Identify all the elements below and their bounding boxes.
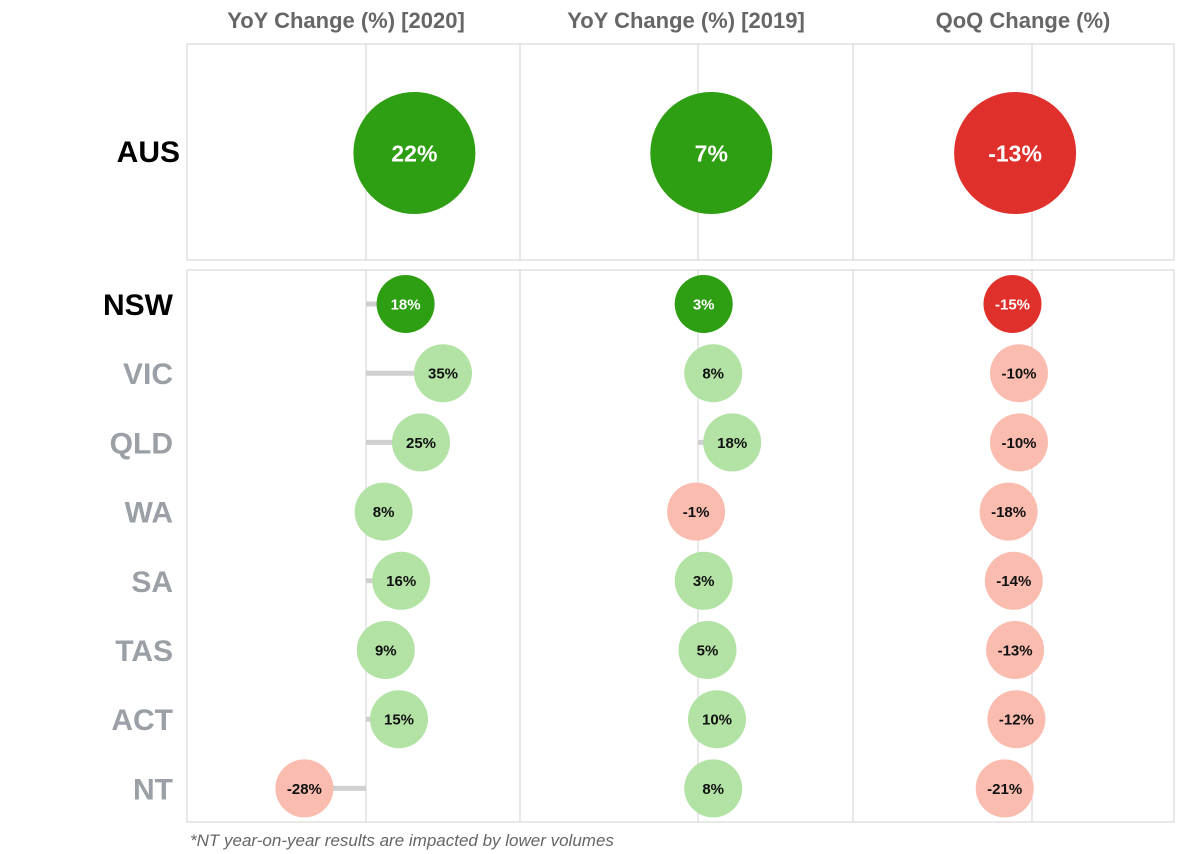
value-bubble	[990, 413, 1048, 472]
value-bubble	[353, 92, 476, 214]
bubbles: 22% 7% -13% 18% 3% -15% 35% 8% -10% 25% 18% -10% 8% -…	[275, 92, 1077, 818]
value-bubble	[392, 413, 450, 472]
column-title-qoq: QoQ Change (%)	[936, 8, 1111, 33]
row-label-region: QLD	[110, 427, 173, 460]
bubble-value-label: 9%	[375, 642, 397, 659]
bubble-value-label: -15%	[995, 296, 1030, 313]
value-bubble	[684, 759, 743, 818]
bubble-value-label: -21%	[987, 781, 1022, 798]
bubble-value-label: 8%	[373, 504, 395, 521]
bubble-value-label: -12%	[999, 712, 1034, 729]
bubble-value-label: 22%	[391, 140, 437, 166]
value-bubble	[372, 551, 431, 610]
value-bubble	[650, 92, 773, 214]
value-bubble	[684, 344, 743, 403]
row-labels: AUS NSW VIC QLD WA SA TAS ACT NT	[103, 136, 180, 806]
lollipop-stems	[304, 150, 1032, 791]
value-bubble	[678, 621, 737, 679]
bubble-value-label: 25%	[406, 435, 436, 452]
bubble-value-label: -1%	[683, 504, 710, 521]
bubble-value-label: 16%	[386, 573, 416, 590]
value-bubble	[975, 759, 1034, 818]
bubble-value-label: 18%	[391, 296, 421, 313]
row-label-region: VIC	[123, 358, 173, 391]
bubble-value-label: 35%	[428, 366, 458, 383]
bubble-value-label: 8%	[702, 781, 724, 798]
value-bubble	[667, 482, 726, 541]
row-label-total: AUS	[117, 136, 180, 169]
bubble-value-label: 10%	[702, 712, 732, 729]
row-label-region: ACT	[111, 704, 173, 737]
footnote: *NT year-on-year results are impacted by…	[190, 831, 614, 850]
row-label-region: NSW	[103, 289, 174, 322]
value-bubble	[984, 551, 1043, 610]
bubble-value-label: 7%	[695, 140, 728, 166]
bubble-value-label: -14%	[996, 573, 1031, 590]
row-label-region: WA	[125, 497, 173, 530]
bubble-value-label: -28%	[287, 781, 322, 798]
value-bubble	[354, 482, 413, 541]
bubble-value-label: 8%	[702, 366, 724, 383]
bubble-value-label: 3%	[693, 573, 715, 590]
row-label-region: NT	[133, 773, 173, 806]
bubble-value-label: 18%	[717, 435, 747, 452]
value-bubble	[370, 690, 428, 749]
bubble-value-label: -13%	[988, 140, 1042, 166]
value-bubble	[376, 275, 435, 333]
value-bubble	[979, 482, 1038, 541]
value-bubble	[688, 690, 746, 749]
bottom-panel-frame	[186, 269, 1175, 823]
bubble-value-label: -18%	[991, 504, 1026, 521]
bubble-value-label: -10%	[1001, 435, 1036, 452]
top-panel-frame	[186, 43, 1175, 261]
value-bubble	[275, 759, 334, 818]
value-bubble	[674, 275, 733, 333]
value-bubble	[987, 690, 1046, 749]
value-bubble	[674, 551, 733, 610]
bubble-value-label: 15%	[384, 712, 414, 729]
value-bubble	[983, 275, 1042, 333]
value-bubble	[703, 413, 762, 472]
bubble-value-label: 3%	[693, 296, 715, 313]
value-bubble	[954, 92, 1077, 214]
row-label-region: SA	[131, 566, 173, 599]
column-title-yoy-2020: YoY Change (%) [2020]	[227, 8, 465, 33]
value-bubble	[990, 344, 1048, 403]
panel-frames	[186, 43, 1175, 823]
value-bubble	[356, 621, 415, 679]
column-title-yoy-2019: YoY Change (%) [2019]	[567, 8, 805, 33]
value-bubble	[414, 344, 472, 403]
column-titles: YoY Change (%) [2020] YoY Change (%) [20…	[227, 8, 1110, 33]
row-label-region: TAS	[115, 635, 173, 668]
bubble-value-label: -13%	[998, 642, 1033, 659]
bubble-value-label: 5%	[697, 642, 719, 659]
bubble-value-label: -10%	[1001, 366, 1036, 383]
value-bubble	[986, 621, 1045, 679]
